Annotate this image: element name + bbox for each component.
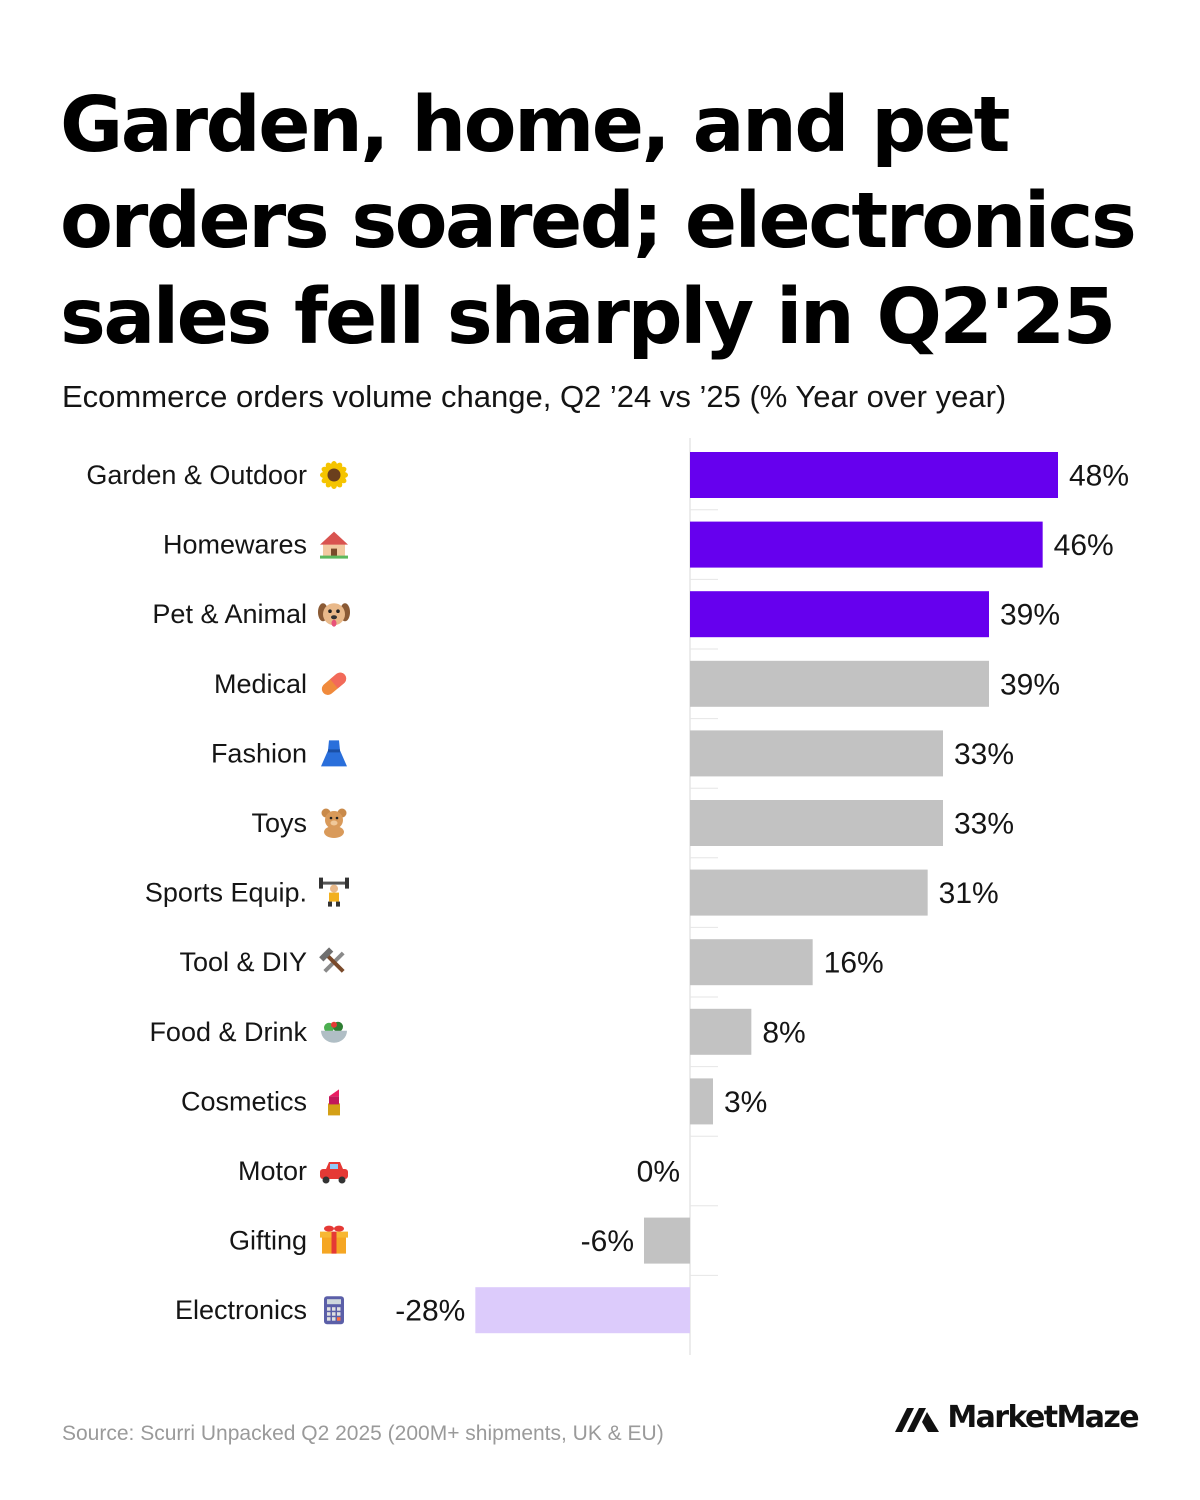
brand-name: MarketMaze bbox=[947, 1400, 1139, 1435]
value-label: -28% bbox=[395, 1295, 465, 1328]
sunflower-icon bbox=[320, 461, 348, 489]
value-label: 16% bbox=[824, 947, 884, 980]
chart-subtitle: Ecommerce orders volume change, Q2 ’24 v… bbox=[62, 379, 1007, 414]
value-label: 3% bbox=[724, 1086, 767, 1119]
brand-mark-icon bbox=[895, 1407, 940, 1432]
teddy-bear-icon bbox=[321, 808, 347, 838]
house-icon bbox=[320, 531, 348, 559]
bar bbox=[690, 939, 813, 986]
lipstick-icon bbox=[328, 1089, 340, 1116]
value-label: 46% bbox=[1054, 529, 1114, 562]
salad-icon bbox=[321, 1021, 347, 1043]
bar bbox=[690, 800, 943, 846]
bar bbox=[690, 730, 943, 777]
value-label: 8% bbox=[762, 1016, 805, 1049]
bar bbox=[690, 869, 928, 916]
category-label: Gifting bbox=[229, 1226, 307, 1256]
value-label: 33% bbox=[954, 738, 1014, 771]
value-label: 0% bbox=[637, 1156, 680, 1189]
category-label: Tool & DIY bbox=[179, 947, 307, 977]
value-label: 48% bbox=[1069, 460, 1129, 493]
bar bbox=[690, 452, 1058, 498]
brand-logo: MarketMaze bbox=[895, 1400, 1140, 1435]
source-note: Source: Scurri Unpacked Q2 2025 (200M+ s… bbox=[62, 1422, 664, 1445]
value-label: 33% bbox=[954, 808, 1014, 841]
dress-icon bbox=[321, 740, 347, 767]
category-label: Fashion bbox=[211, 738, 307, 768]
category-label: Electronics bbox=[175, 1295, 307, 1325]
bar bbox=[475, 1287, 690, 1334]
bar bbox=[690, 1078, 713, 1125]
chart-bars bbox=[475, 452, 1058, 1334]
bar-chart: Garden & Outdoor 48% Homewares 46% Pet & Ani… bbox=[86, 438, 1129, 1355]
tools-icon bbox=[319, 947, 345, 973]
pill-icon bbox=[321, 672, 347, 695]
category-label: Cosmetics bbox=[181, 1086, 307, 1116]
bar bbox=[644, 1217, 690, 1264]
chart-title: Garden, home, and pet orders soared; ele… bbox=[60, 81, 1137, 362]
category-label: Medical bbox=[214, 669, 307, 699]
value-label: 31% bbox=[939, 877, 999, 910]
value-label: -6% bbox=[581, 1225, 634, 1258]
bar bbox=[690, 521, 1043, 568]
weightlifter-icon bbox=[319, 877, 349, 907]
car-icon bbox=[320, 1162, 348, 1184]
value-label: 39% bbox=[1000, 599, 1060, 632]
dog-icon bbox=[318, 603, 350, 627]
category-label: Homewares bbox=[163, 530, 307, 560]
bar bbox=[690, 591, 989, 638]
category-label: Food & Drink bbox=[149, 1017, 307, 1047]
bar bbox=[690, 660, 989, 707]
category-label: Garden & Outdoor bbox=[86, 460, 307, 490]
category-label: Pet & Animal bbox=[152, 599, 307, 629]
category-label: Sports Equip. bbox=[145, 878, 307, 908]
chart-labels: Garden & Outdoor 48% Homewares 46% Pet & Ani… bbox=[86, 460, 1129, 1328]
calculator-icon bbox=[324, 1296, 344, 1325]
gift-icon bbox=[320, 1225, 348, 1254]
category-label: Motor bbox=[238, 1156, 307, 1186]
bar bbox=[690, 1008, 752, 1055]
category-label: Toys bbox=[251, 808, 307, 838]
value-label: 39% bbox=[1000, 668, 1060, 701]
